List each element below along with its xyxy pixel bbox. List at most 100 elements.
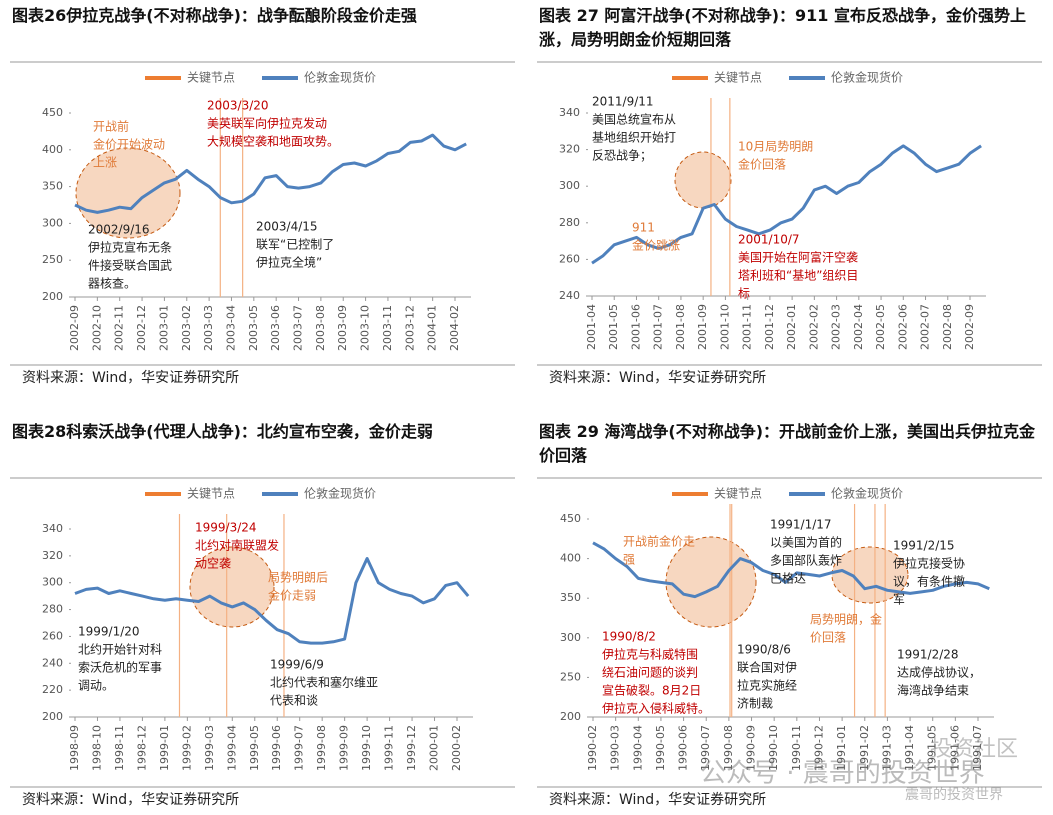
- x-tick-label: 1999-02: [180, 725, 193, 771]
- legend-swatch: [262, 76, 298, 80]
- source: 资料来源：Wind，华安证券研究所: [549, 792, 766, 808]
- y-tick-label: 300: [560, 631, 581, 644]
- legend-swatch: [145, 492, 181, 496]
- x-tick-label: 2002-09: [963, 304, 976, 350]
- annotation: 1999/6/9: [270, 658, 324, 672]
- price-line: [74, 557, 470, 645]
- annotation: 基地组织开始打: [592, 131, 676, 145]
- x-tick-label: 2001-06: [629, 304, 642, 350]
- x-tick-label: 2002-11: [113, 305, 126, 351]
- annotation: 反恐战争；: [592, 149, 652, 163]
- annotation: 2001/10/7: [738, 233, 800, 247]
- annotation: 伊拉克宣布无条: [88, 240, 172, 255]
- highlight-circle: [674, 151, 732, 209]
- annotation: 开战前: [93, 119, 129, 134]
- annotation: 塔利班和“基地”组织目: [738, 269, 858, 283]
- y-tick-label: 340: [42, 522, 63, 535]
- y-tick-label: 400: [42, 143, 63, 156]
- x-tick-label: 1990-09: [745, 725, 758, 771]
- x-tick-label: 2003-09: [336, 305, 349, 351]
- x-tick-label: 2001-04: [585, 304, 598, 350]
- x-tick-label: 1990-12: [812, 725, 825, 771]
- highlight-circle: [665, 536, 757, 628]
- annotation: 议，有条件撤: [893, 574, 965, 589]
- x-tick-label: 1998-11: [113, 725, 126, 771]
- x-tick-label: 1990-10: [767, 725, 780, 771]
- x-tick-label: 1999-07: [293, 725, 306, 771]
- x-tick-label: 1991-03: [880, 725, 893, 771]
- y-tick-label: 250: [560, 670, 581, 683]
- x-tick-label: 2003-03: [202, 305, 215, 351]
- x-tick-label: 2001-07: [652, 304, 665, 350]
- source: 资料来源：Wind，华安证券研究所: [22, 370, 239, 386]
- annotation: 伊拉克接受协: [893, 556, 965, 571]
- annotation: 10月局势明朗: [738, 140, 813, 154]
- y-tick-label: 300: [559, 179, 580, 192]
- annotation: 代表和谈: [270, 694, 318, 708]
- legend-label: 伦敦金现货价: [831, 486, 903, 501]
- y-tick-label: 240: [559, 289, 580, 302]
- x-tick-label: 2002-03: [830, 304, 843, 350]
- x-tick-label: 1991-07: [971, 725, 984, 771]
- annotation: 1990/8/6: [737, 643, 791, 657]
- annotation: 1991/1/17: [770, 518, 832, 532]
- annotation: 动空袭: [195, 556, 231, 571]
- y-tick-label: 450: [560, 512, 581, 525]
- legend-swatch: [672, 492, 708, 496]
- y-tick-label: 300: [42, 216, 63, 229]
- annotation: 大规模空袭和地面攻势。: [207, 134, 339, 149]
- y-tick-label: 200: [560, 710, 581, 723]
- price-line: [74, 133, 467, 214]
- annotation: 绕石油问题的谈判: [602, 665, 698, 680]
- y-tick-label: 220: [42, 683, 63, 696]
- x-tick-label: 2002-12: [135, 305, 148, 351]
- annotation: 军: [893, 593, 905, 607]
- x-tick-label: 2000-02: [450, 725, 463, 771]
- annotation: 联军“已控制了: [256, 238, 334, 252]
- x-tick-label: 1998-12: [135, 725, 148, 771]
- annotation: 金价回落: [738, 157, 786, 172]
- x-tick-label: 2000-01: [428, 725, 441, 771]
- annotation: 宣告破裂。8月2日: [602, 683, 701, 698]
- x-tick-label: 2001-10: [718, 304, 731, 350]
- y-tick-label: 320: [42, 549, 63, 562]
- watermark: 公众号 · 震哥的投资世界: [700, 759, 985, 789]
- x-tick-label: 2002-04: [852, 304, 865, 350]
- annotation: 美国总统宣布从: [592, 112, 676, 127]
- x-tick-label: 2002-05: [874, 304, 887, 350]
- annotation: 调动。: [78, 679, 114, 693]
- annotation: 多国部队轰炸: [770, 553, 842, 568]
- y-tick-label: 340: [559, 106, 580, 119]
- annotation: 局势明朗后: [268, 571, 328, 585]
- price-line: [591, 144, 982, 265]
- legend-label: 伦敦金现货价: [304, 486, 376, 501]
- x-tick-label: 2003-07: [292, 305, 305, 351]
- x-tick-label: 1990-08: [722, 725, 735, 771]
- y-tick-label: 280: [559, 216, 580, 229]
- x-tick-label: 2003-06: [269, 305, 282, 351]
- x-tick-label: 2003-08: [314, 305, 327, 351]
- x-tick-label: 2003-05: [247, 305, 260, 351]
- x-tick-label: 1999-08: [315, 725, 328, 771]
- highlight-circle: [75, 147, 181, 239]
- legend-label: 关键节点: [187, 71, 235, 85]
- annotation: 巴格达: [770, 571, 806, 586]
- annotation: 伊拉克全境”: [256, 255, 322, 270]
- y-tick-label: 200: [42, 290, 63, 303]
- x-tick-label: 1999-11: [383, 725, 396, 771]
- watermark: 投资社区: [930, 737, 1018, 762]
- x-tick-label: 1991-04: [903, 725, 916, 771]
- annotation: 局势明朗，金: [810, 612, 882, 627]
- x-tick-label: 1990-02: [586, 725, 599, 771]
- annotation: 开战前金价走: [623, 534, 695, 549]
- y-tick-label: 450: [42, 106, 63, 119]
- highlight-circle: [831, 546, 909, 604]
- annotation: 美国开始在阿富汗空袭: [738, 250, 858, 265]
- x-tick-label: 2002-08: [941, 304, 954, 350]
- annotation: 2002/9/16: [88, 223, 150, 237]
- x-tick-label: 1999-01: [158, 725, 171, 771]
- x-tick-label: 1990-06: [677, 725, 690, 771]
- source: 资料来源：Wind，华安证券研究所: [22, 792, 239, 808]
- annotation: 索沃危机的军事: [78, 660, 162, 675]
- annotation: 1991/2/15: [893, 539, 955, 553]
